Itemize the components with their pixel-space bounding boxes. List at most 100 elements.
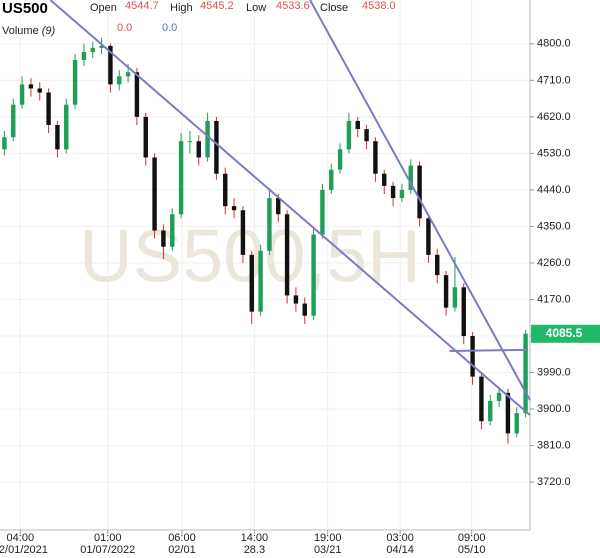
y-tick-label: 3900.0 [537,403,571,415]
candle-body [196,141,201,158]
y-tick-label: 4530.0 [537,147,571,159]
candle-body [205,120,210,158]
x-tick-label: 09:00 [458,532,486,544]
x-date-label: 03/21 [314,544,342,556]
trendline [49,0,531,416]
candle-body [329,169,334,190]
candle-body [125,72,131,77]
candle-body [514,413,519,434]
y-tick-label: 4710.0 [537,74,571,86]
candle-body [337,149,343,170]
x-date-label: 04/14 [386,544,414,556]
candle-body [382,173,387,186]
x-tick-label: 14:00 [241,532,269,544]
y-tick-label: 3990.0 [537,366,571,378]
x-tick-label: 19:00 [314,532,342,544]
ohlc-label: Close [320,2,348,14]
candle-body [108,45,113,85]
candle-body [143,116,148,158]
candle-body [64,104,69,150]
last-price-label: 4085.5 [546,326,583,340]
y-tick-label: 4260.0 [537,257,571,269]
candle-body [355,120,360,130]
candle-body [417,165,422,219]
candle-body [293,295,299,304]
x-tick-label: 06:00 [168,532,196,544]
symbol: US500 [2,0,48,17]
volume-name: Volume [2,25,39,37]
ohlc-value: 4538.0 [362,0,396,12]
candle-body [37,88,42,93]
candle-body [117,76,122,85]
volume-value: 0.0 [162,22,177,34]
candle-body [90,47,95,52]
y-tick-label: 3810.0 [537,439,571,451]
candle-body [364,129,369,142]
y-tick-label: 4800.0 [537,38,571,50]
ohlc-value: 4545.2 [200,0,234,12]
y-tick-label: 4170.0 [537,293,571,305]
ohlc-label: Open [90,2,117,14]
x-date-label: 05/10 [458,544,486,556]
x-tick-label: 01:00 [94,532,122,544]
candle-body [452,287,458,308]
candle-body [46,92,51,125]
candle-body [346,120,352,150]
candle-body [496,392,502,401]
candle-body [523,333,528,414]
candle-body [302,303,307,316]
candle-body [470,336,475,377]
candle-body [231,206,237,211]
candle-body [435,254,440,276]
candle-body [240,210,246,255]
candle-body [408,165,413,190]
ohlc-label: Low [246,2,266,14]
candle-body [488,400,493,422]
trendline [449,348,529,353]
candle-body [505,392,511,434]
trendline [309,0,531,401]
y-tick-label: 4440.0 [537,184,571,196]
candle-body [187,141,193,143]
candle-body [161,230,166,247]
candle-body [81,51,87,61]
candle-body [152,157,157,231]
candle-body [249,254,254,312]
x-date-label: 01/07/2022 [80,544,135,556]
candle-body [11,104,16,138]
y-tick-label: 3720.0 [537,476,571,488]
candle-body [443,275,449,308]
candle-body [2,137,7,150]
candle-body [72,60,78,105]
x-tick-label: 04:00 [7,532,35,544]
volume-period: (9) [42,25,56,37]
grid [0,0,530,530]
candle-body [479,376,484,422]
last-price-box [531,324,600,343]
candle-body [320,189,325,235]
x-tick-label: 03:00 [386,532,414,544]
candle-body [267,198,272,251]
candle-body [284,214,290,296]
candle-body [258,250,263,312]
candle-body [178,141,184,215]
candle-body [214,120,219,174]
x-date-label: 28.3 [244,544,265,556]
ohlc-label: High [170,2,193,14]
volume-value: 0.0 [117,22,132,34]
candle-body [461,287,466,337]
ohlc-value: 4533.6 [276,0,310,12]
candles [2,37,528,444]
ohlc-value: 4544.7 [125,0,159,12]
candle-body [28,84,34,89]
candle-body [399,189,405,199]
candle-body [55,124,60,150]
candle-body [276,198,281,215]
volume-label: Volume (9) [2,25,56,37]
y-tick-label: 4620.0 [537,111,571,123]
candle-body [390,185,396,199]
candle-body [426,218,431,255]
candle-body [19,84,25,105]
